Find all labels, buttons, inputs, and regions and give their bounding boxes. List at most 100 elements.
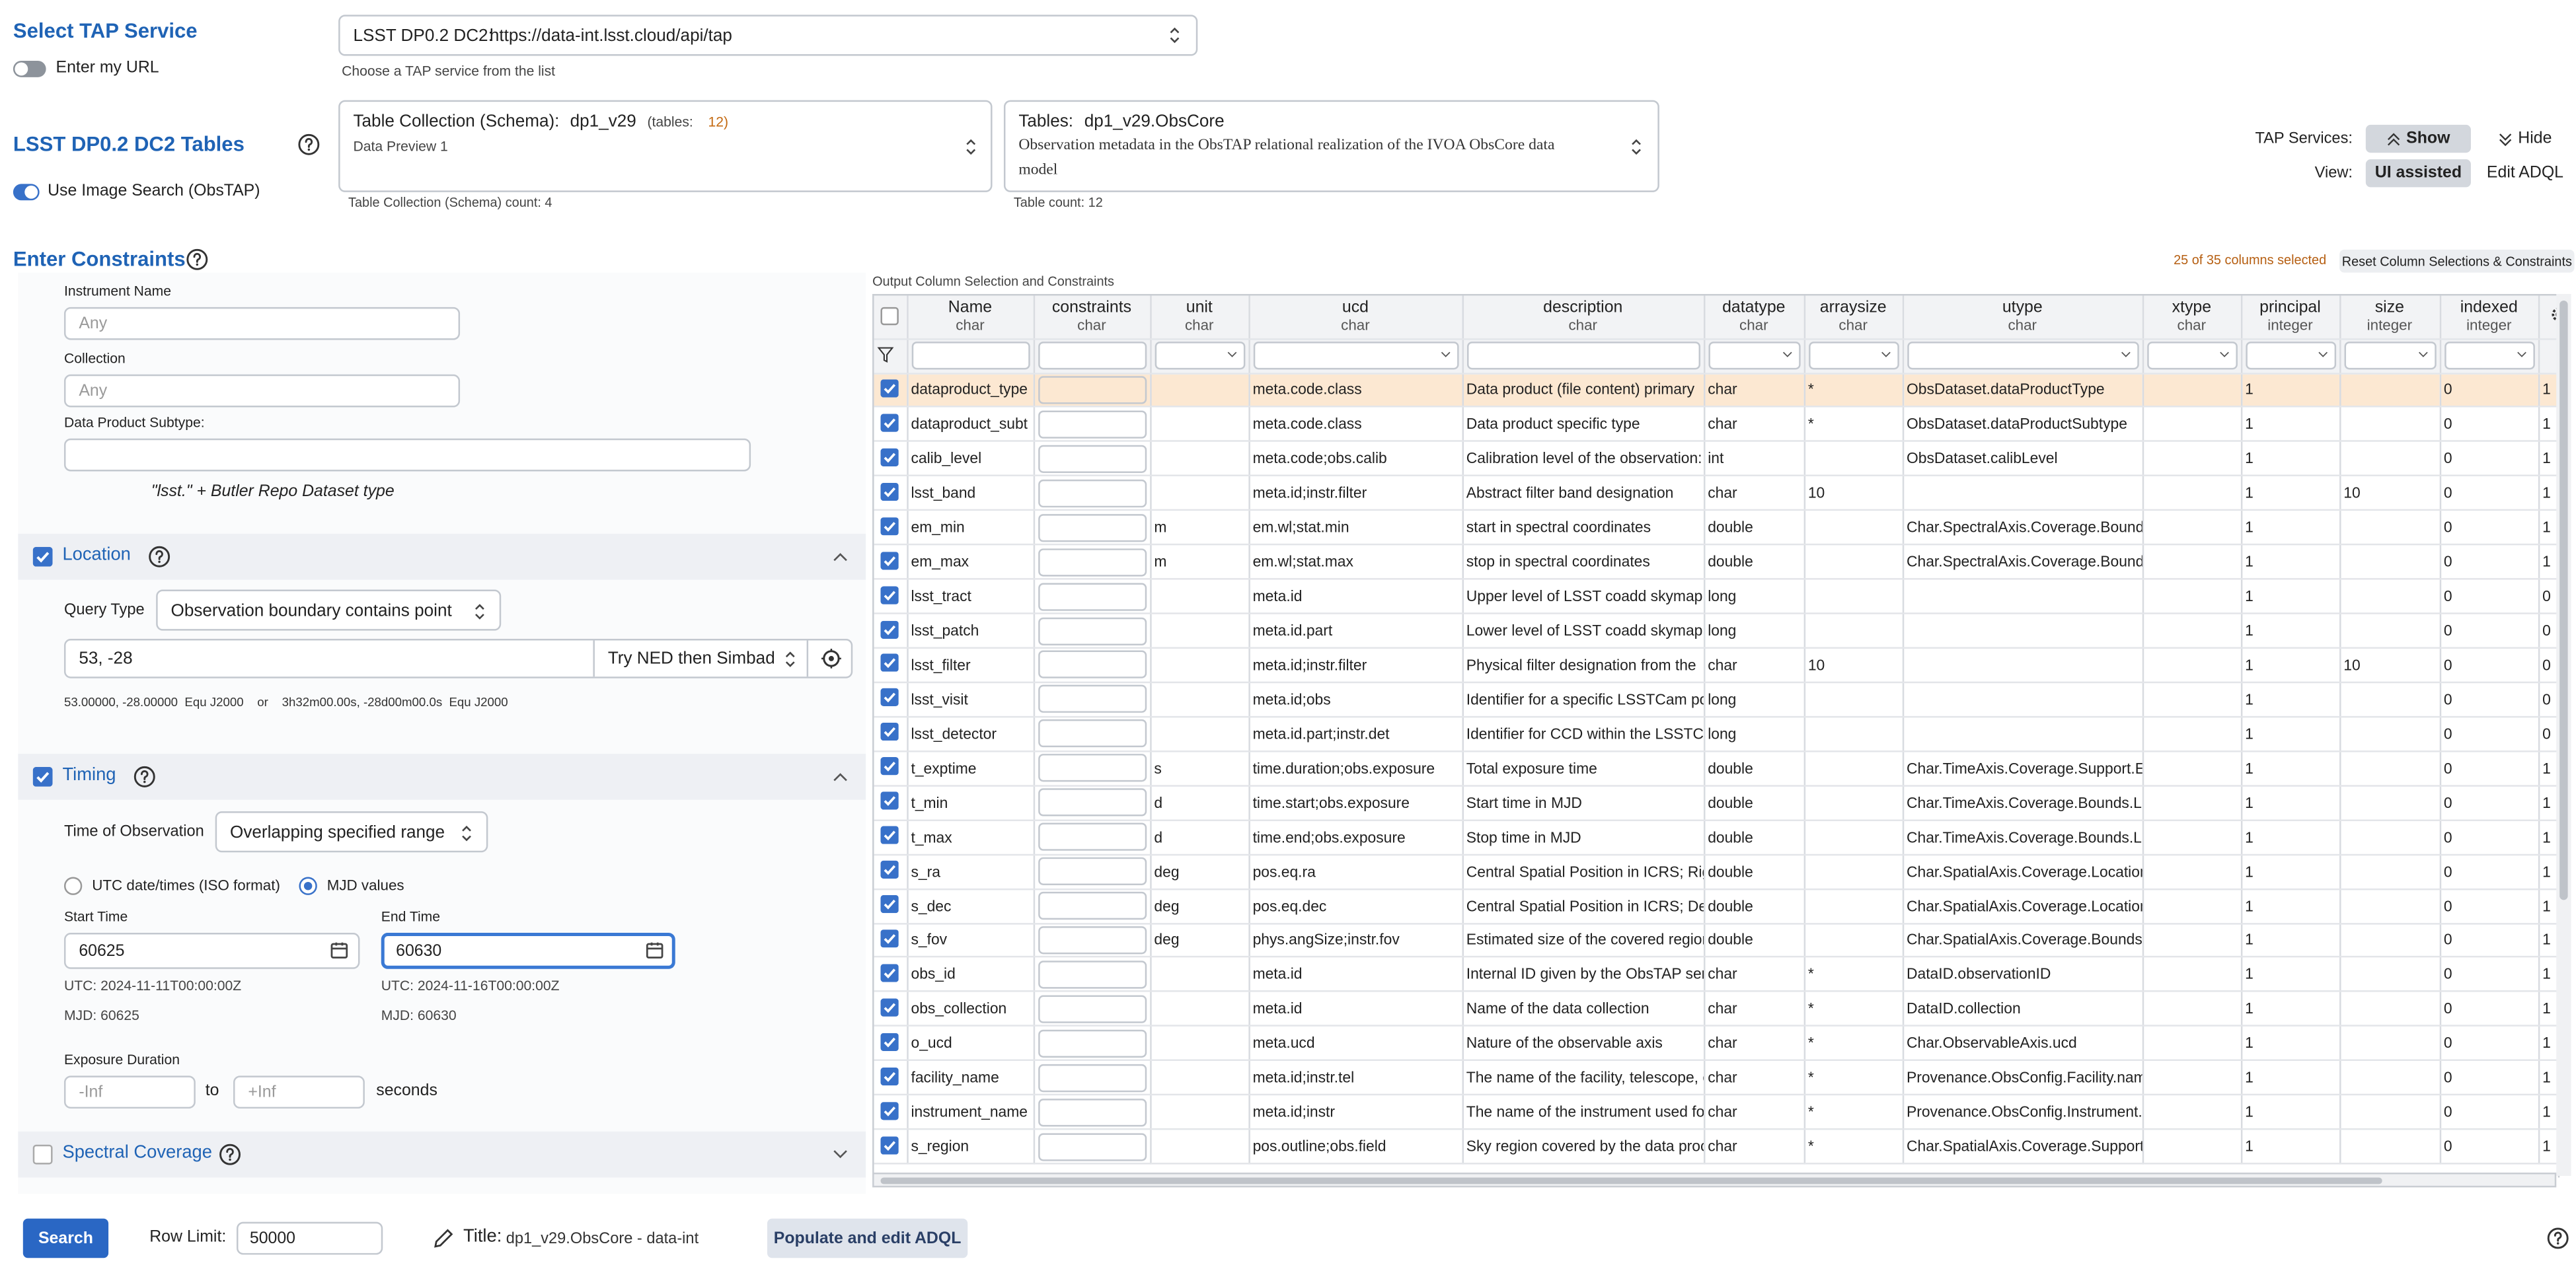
date-input[interactable]: 60630 — [381, 933, 675, 969]
edit-adql-button[interactable]: Edit ADQL — [2478, 159, 2573, 187]
row-checkbox[interactable] — [874, 510, 908, 546]
constraint-input[interactable] — [1037, 685, 1146, 713]
constraint-input[interactable] — [1037, 891, 1146, 920]
help-icon[interactable] — [219, 1143, 242, 1166]
column-header[interactable]: indexed integer — [2439, 295, 2540, 340]
hide-button[interactable]: Hide — [2478, 125, 2573, 153]
filter-select[interactable] — [1907, 342, 2139, 370]
row-checkbox[interactable] — [874, 544, 908, 580]
help-icon[interactable] — [297, 133, 321, 156]
toggle-switch[interactable] — [13, 60, 46, 77]
collapse-chevron[interactable] — [833, 552, 847, 562]
help-icon[interactable] — [2546, 1227, 2569, 1250]
row-checkbox[interactable] — [874, 750, 908, 787]
column-header[interactable]: description char — [1462, 295, 1705, 340]
help-icon[interactable] — [133, 765, 156, 788]
row-checkbox[interactable] — [874, 613, 908, 649]
text-input[interactable] — [63, 438, 751, 472]
row-checkbox[interactable] — [874, 992, 908, 1027]
radio[interactable] — [299, 877, 317, 895]
select-all-cell[interactable] — [874, 295, 908, 340]
collapse-chevron[interactable] — [833, 772, 847, 782]
radio[interactable] — [63, 877, 83, 895]
constraint-input[interactable] — [1037, 719, 1146, 748]
constraint-input[interactable] — [1037, 1029, 1146, 1058]
constraint-input[interactable] — [1037, 1064, 1146, 1092]
row-checkbox[interactable] — [874, 819, 908, 855]
constraint-input[interactable] — [1037, 754, 1146, 783]
ui-assisted-button[interactable]: UI assisted — [2365, 159, 2471, 188]
constraint-input[interactable] — [1037, 513, 1146, 542]
table-select[interactable]: Tables: dp1_v29.ObsCore Observation meta… — [1003, 100, 1659, 192]
position-input[interactable]: 53, -28 Try NED then Simbad — [63, 639, 853, 678]
constraint-input[interactable] — [1037, 616, 1146, 645]
filter-select[interactable] — [1252, 342, 1458, 370]
edit-icon[interactable] — [434, 1229, 453, 1249]
constraint-input[interactable] — [1037, 582, 1146, 610]
constraint-input[interactable] — [1037, 857, 1146, 886]
row-checkbox[interactable] — [874, 889, 908, 924]
horizontal-scrollbar[interactable] — [872, 1173, 2557, 1188]
filter-select[interactable] — [2343, 342, 2436, 370]
section-header[interactable]: Timing — [18, 754, 866, 800]
constraint-input[interactable] — [1037, 376, 1146, 404]
reset-button[interactable]: Reset Column Selections & Constraints — [2339, 249, 2575, 273]
row-checkbox[interactable] — [874, 682, 908, 718]
row-checkbox[interactable] — [874, 957, 908, 993]
target-icon[interactable] — [821, 648, 841, 669]
filter-select[interactable] — [2245, 342, 2335, 370]
column-header[interactable]: principal integer — [2240, 295, 2341, 340]
constraint-input[interactable] — [1037, 1132, 1146, 1161]
vertical-scrollbar[interactable] — [2556, 293, 2571, 1176]
constraint-input[interactable] — [1037, 1098, 1146, 1126]
filter-input[interactable] — [1037, 342, 1146, 370]
column-header[interactable]: Name char — [907, 295, 1034, 340]
row-checkbox[interactable] — [874, 441, 908, 477]
row-checkbox[interactable] — [874, 476, 908, 511]
row-checkbox[interactable] — [874, 716, 908, 752]
row-checkbox[interactable] — [874, 647, 908, 684]
text-input[interactable]: -Inf — [63, 1075, 196, 1109]
date-input[interactable]: 60625 — [63, 933, 360, 969]
column-header[interactable]: datatype char — [1703, 295, 1805, 340]
help-icon[interactable] — [186, 248, 209, 271]
checkbox[interactable] — [32, 1144, 53, 1165]
schema-select[interactable]: Table Collection (Schema): dp1_v29 (tabl… — [338, 100, 993, 192]
column-header[interactable]: unit char — [1150, 295, 1250, 340]
filter-select[interactable] — [2443, 342, 2534, 370]
filter-input[interactable] — [1466, 342, 1700, 370]
column-header[interactable]: xtype char — [2142, 295, 2242, 340]
checkbox[interactable] — [881, 307, 899, 326]
query-type-select[interactable]: Observation boundary contains point — [156, 589, 502, 631]
constraint-input[interactable] — [1037, 788, 1146, 817]
constraint-input[interactable] — [1037, 410, 1146, 439]
row-checkbox[interactable] — [874, 1095, 908, 1130]
help-icon[interactable] — [148, 545, 171, 568]
column-header[interactable]: ucd char — [1248, 295, 1463, 340]
calendar-icon[interactable] — [330, 941, 348, 959]
text-input[interactable]: Any — [63, 307, 461, 340]
column-header[interactable]: constraints char — [1033, 295, 1151, 340]
row-checkbox[interactable] — [874, 785, 908, 821]
filter-input[interactable] — [911, 342, 1030, 370]
column-header[interactable]: utype char — [1902, 295, 2143, 340]
checkbox[interactable] — [33, 767, 53, 787]
section-header[interactable]: Location — [18, 533, 866, 580]
search-button[interactable]: Search — [22, 1218, 109, 1258]
row-checkbox[interactable] — [874, 923, 908, 959]
row-checkbox[interactable] — [874, 1129, 908, 1165]
row-checkbox[interactable] — [874, 1026, 908, 1062]
calendar-icon[interactable] — [646, 941, 663, 959]
show-button[interactable]: Show — [2365, 124, 2471, 153]
service-select[interactable]: LSST DP0.2 DC2: https://data-int.lsst.cl… — [338, 15, 1198, 56]
expand-chevron[interactable] — [833, 1149, 847, 1159]
constraint-input[interactable] — [1037, 926, 1146, 955]
row-checkbox[interactable] — [874, 373, 908, 408]
resolver-value[interactable]: Try NED then Simbad — [607, 648, 775, 669]
checkbox[interactable] — [33, 547, 53, 567]
observation-select[interactable]: Overlapping specified range — [215, 811, 488, 853]
text-input[interactable]: Any — [63, 374, 461, 408]
row-checkbox[interactable] — [874, 1060, 908, 1096]
column-header[interactable]: arraysize char — [1803, 295, 1904, 340]
constraint-input[interactable] — [1037, 822, 1146, 852]
